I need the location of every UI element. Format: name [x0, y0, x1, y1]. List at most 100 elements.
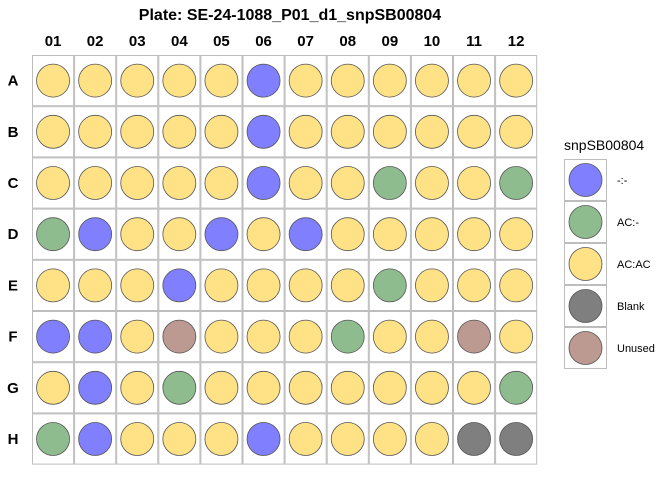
well-E11	[457, 268, 491, 303]
well-A11	[457, 63, 491, 98]
well-E08	[330, 268, 365, 303]
row-label-A: A	[8, 73, 19, 90]
well-B10	[415, 114, 449, 149]
column-label-01: 01	[45, 33, 62, 50]
well-A07	[288, 63, 323, 98]
well-H04	[162, 422, 197, 456]
well-C04	[162, 166, 197, 200]
well-B03	[120, 114, 155, 149]
well-G02	[78, 370, 113, 405]
well-G11	[457, 370, 491, 405]
legend-swatch-blank	[568, 289, 603, 323]
legend-label-unused: Unused	[617, 343, 655, 355]
well-C05	[204, 166, 239, 200]
well-D01	[36, 217, 70, 252]
well-E03	[120, 268, 155, 303]
well-G09	[372, 370, 407, 405]
well-G05	[204, 370, 239, 405]
well-A04	[162, 63, 197, 98]
well-B02	[78, 114, 113, 149]
row-label-G: G	[7, 380, 19, 397]
well-E05	[204, 268, 239, 303]
well-E06	[246, 268, 281, 303]
legend-label-ac: AC:-	[617, 217, 639, 229]
well-F12	[499, 319, 534, 354]
well-H09	[372, 422, 407, 456]
well-B05	[204, 114, 239, 149]
well-H03	[120, 422, 155, 456]
well-A02	[78, 63, 113, 98]
well-F02	[78, 319, 113, 354]
well-D10	[415, 217, 449, 252]
well-B04	[162, 114, 197, 149]
well-G08	[330, 370, 365, 405]
well-A09	[372, 63, 407, 98]
well-F09	[372, 319, 407, 354]
legend-swatch-acac	[568, 247, 603, 281]
well-H12	[499, 422, 534, 456]
legend-label-acac: AC:AC	[617, 259, 651, 271]
legend-label-blank: Blank	[617, 301, 645, 313]
well-F05	[204, 319, 239, 354]
well-G12	[499, 370, 534, 405]
row-label-E: E	[8, 277, 18, 294]
well-C09	[372, 166, 407, 200]
row-label-C: C	[8, 175, 19, 192]
well-C03	[120, 166, 155, 200]
well-D11	[457, 217, 491, 252]
column-label-05: 05	[213, 33, 230, 50]
column-label-06: 06	[255, 33, 272, 50]
well-D09	[372, 217, 407, 252]
well-A01	[36, 63, 70, 98]
well-C01	[36, 166, 70, 200]
well-D12	[499, 217, 534, 252]
legend-title: snpSB00804	[564, 137, 644, 153]
well-A12	[499, 63, 534, 98]
well-H02	[78, 422, 113, 456]
well-C02	[78, 166, 113, 200]
well-H07	[288, 422, 323, 456]
chart-title: Plate: SE-24-1088_P01_d1_snpSB00804	[139, 7, 442, 24]
well-G04	[162, 370, 197, 405]
well-F11	[457, 319, 491, 354]
well-B01	[36, 114, 70, 149]
well-D06	[246, 217, 281, 252]
well-C07	[288, 166, 323, 200]
well-G10	[415, 370, 449, 405]
well-F03	[120, 319, 155, 354]
well-D08	[330, 217, 365, 252]
legend-swatch-unused	[568, 331, 603, 365]
well-F08	[330, 319, 365, 354]
well-C06	[246, 166, 281, 200]
well-B08	[330, 114, 365, 149]
column-label-11: 11	[466, 33, 482, 50]
well-B09	[372, 114, 407, 149]
well-B11	[457, 114, 491, 149]
well-F06	[246, 319, 281, 354]
well-grid	[32, 55, 538, 465]
row-label-H: H	[8, 431, 19, 448]
well-G07	[288, 370, 323, 405]
well-E10	[415, 268, 449, 303]
well-G01	[36, 370, 70, 405]
legend-label-mm: -:-	[617, 175, 628, 187]
column-label-12: 12	[508, 33, 525, 50]
well-D04	[162, 217, 197, 252]
column-labels: 01 02 03 04 05 06 07 08 09 10 11 12	[45, 33, 525, 50]
well-B06	[246, 114, 281, 149]
column-label-02: 02	[87, 33, 104, 50]
well-G06	[246, 370, 281, 405]
well-F01	[36, 319, 70, 354]
column-label-07: 07	[297, 33, 314, 50]
row-label-F: F	[8, 329, 17, 346]
well-D02	[78, 217, 113, 252]
row-label-D: D	[8, 226, 19, 243]
well-A03	[120, 63, 155, 98]
well-D03	[120, 217, 155, 252]
column-label-04: 04	[171, 33, 188, 50]
well-A08	[330, 63, 365, 98]
well-H06	[246, 422, 281, 456]
well-C10	[415, 166, 449, 200]
well-G03	[120, 370, 155, 405]
